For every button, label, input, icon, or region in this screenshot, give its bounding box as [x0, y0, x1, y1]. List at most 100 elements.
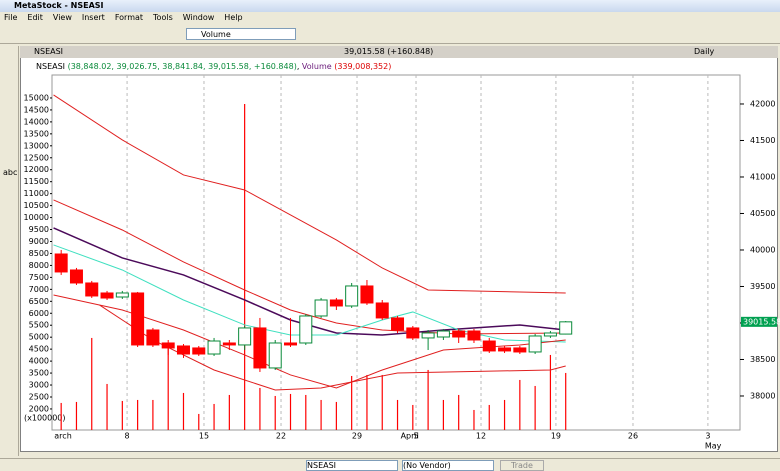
- x-tick-label: 3: [705, 432, 710, 441]
- y2-tick-label: 38500: [750, 355, 775, 364]
- plot-area: [51, 74, 741, 431]
- candle-body: [146, 329, 160, 346]
- status-bar: NSEASI (No Vendor) Trade: [0, 458, 780, 471]
- text-tool[interactable]: abc: [3, 168, 18, 177]
- chart-window-name: NSEASI: [34, 47, 64, 56]
- y-tick-label: 8500: [29, 249, 49, 258]
- menu-bar: File Edit View Insert Format Tools Window Help: [0, 12, 780, 24]
- x-tick-label: 22: [276, 432, 286, 441]
- y-tick-label: 10500: [24, 201, 49, 210]
- y-tick-label: 11000: [24, 189, 49, 198]
- y-tick-label: 9500: [29, 225, 49, 234]
- x-tick-label: 8: [125, 432, 130, 441]
- candle-body: [284, 342, 298, 346]
- legend-volume: Volume: [301, 62, 332, 71]
- x-tick-label: 15: [199, 432, 209, 441]
- chart-window-title: NSEASI 39,015.58 (+160.848) Daily: [20, 46, 778, 58]
- y-tick-label: 14000: [24, 117, 49, 126]
- x-tick-label: 26: [628, 432, 638, 441]
- volume-unit: (x100000): [24, 414, 66, 423]
- candle-body: [207, 340, 221, 355]
- y-tick-label: 4500: [29, 345, 49, 354]
- y2-tick-label: 39500: [750, 282, 775, 291]
- candle-body: [543, 332, 557, 337]
- candle-body: [467, 330, 481, 341]
- y2-tick-label: 41000: [750, 172, 775, 181]
- candle-body: [345, 285, 359, 307]
- candle-body: [421, 332, 435, 339]
- last-price-box: [741, 316, 777, 327]
- y2-tick-label: 40500: [750, 209, 775, 218]
- candle-body: [391, 317, 405, 331]
- chart-period: Daily: [694, 47, 715, 56]
- y-tick-label: 13000: [24, 141, 49, 150]
- drawing-tools: abc: [0, 46, 19, 456]
- menu-item[interactable]: Tools: [153, 13, 173, 22]
- candle-body: [375, 302, 389, 319]
- y-tick-label: 6000: [29, 309, 49, 318]
- chart-legend: NSEASI (38,848.02, 39,026.75, 38,841.84,…: [36, 62, 392, 71]
- menu-item[interactable]: Edit: [27, 13, 43, 22]
- candle-body: [482, 340, 496, 352]
- title-bar: MetaStock - NSEASI: [0, 0, 780, 12]
- x-tick-label: 12: [476, 432, 486, 441]
- candle-body: [314, 299, 328, 317]
- candle-body: [253, 327, 267, 369]
- candle-body: [176, 345, 190, 355]
- y-tick-label: 5500: [29, 321, 49, 330]
- candle-body: [69, 269, 83, 284]
- candle-body: [360, 285, 374, 304]
- y-tick-label: 8000: [29, 261, 49, 270]
- menu-item[interactable]: File: [4, 13, 18, 22]
- x-tick-label: 19: [551, 432, 561, 441]
- candle-body: [329, 299, 343, 307]
- y-tick-label: 14500: [24, 105, 49, 114]
- legend-security: NSEASI: [36, 62, 66, 71]
- y-tick-label: 7000: [29, 285, 49, 294]
- y-tick-label: 5000: [29, 333, 49, 342]
- menu-item[interactable]: Insert: [81, 13, 105, 22]
- y-tick-label: 4000: [29, 357, 49, 366]
- legend-volume-value: (339,008,352): [334, 62, 392, 71]
- y-tick-label: 11500: [24, 177, 49, 186]
- y-tick-label: 10000: [24, 213, 49, 222]
- menu-item[interactable]: View: [52, 13, 72, 22]
- month-label: arch: [54, 432, 71, 441]
- candle-body: [131, 292, 145, 346]
- candle-body: [528, 335, 542, 353]
- y-tick-label: 3000: [29, 381, 49, 390]
- candle-body: [85, 282, 99, 297]
- candle-body: [452, 330, 466, 338]
- candle-body: [559, 321, 573, 335]
- indicator-line: [53, 227, 566, 336]
- candle-body: [54, 253, 68, 273]
- menu-item[interactable]: Help: [224, 13, 243, 22]
- y-tick-label: 12500: [24, 153, 49, 162]
- candle-body: [222, 342, 236, 346]
- candle-body: [115, 292, 129, 298]
- candle-body: [238, 327, 252, 346]
- y2-tick-label: 42000: [750, 99, 775, 108]
- y-tick-label: 13500: [24, 129, 49, 138]
- legend-values: (38,848.02, 39,026.75, 38,841.84, 39,015…: [67, 62, 297, 71]
- chart-window-price: 39,015.58 (+160.848): [344, 47, 434, 56]
- y-tick-label: 12000: [24, 165, 49, 174]
- y-tick-label: 2500: [29, 392, 49, 401]
- candle-body: [498, 347, 512, 352]
- y-tick-label: 15000: [24, 93, 49, 102]
- y-tick-label: 3500: [29, 369, 49, 378]
- y2-tick-label: 38000: [750, 391, 775, 400]
- candle-body: [161, 342, 175, 349]
- y-tick-label: 6500: [29, 297, 49, 306]
- menu-item[interactable]: Window: [182, 13, 215, 22]
- x-tick-label: 29: [352, 432, 362, 441]
- menu-item[interactable]: Format: [114, 13, 144, 22]
- y2-tick-label: 40000: [750, 245, 775, 254]
- indicator-dropdown[interactable]: Volume: [186, 28, 296, 40]
- candle-body: [268, 342, 282, 369]
- indicator-line: [53, 294, 566, 389]
- month-label: April: [401, 432, 419, 441]
- candle-body: [436, 330, 450, 338]
